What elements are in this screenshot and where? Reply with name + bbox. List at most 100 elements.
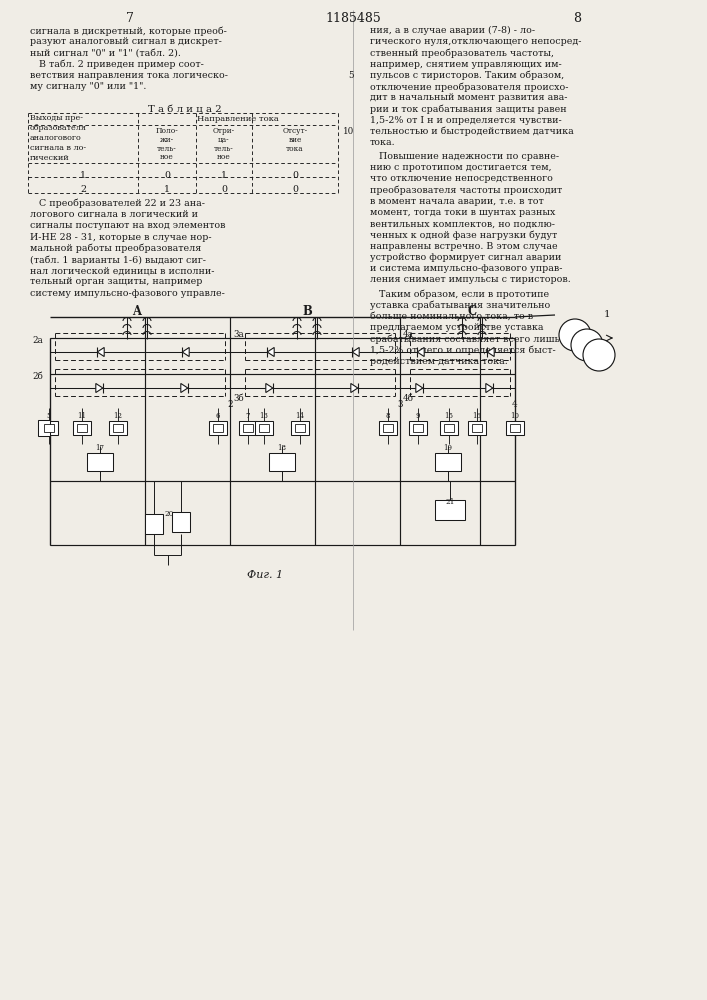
Bar <box>506 421 524 435</box>
Bar <box>255 421 273 435</box>
Polygon shape <box>416 383 423 393</box>
Text: 13: 13 <box>259 412 269 420</box>
Text: мальной работы преобразователя: мальной работы преобразователя <box>30 244 201 253</box>
Text: 5: 5 <box>349 71 354 80</box>
Text: 4: 4 <box>512 400 518 409</box>
Polygon shape <box>267 347 274 357</box>
Text: ное: ное <box>160 153 174 161</box>
Text: 14: 14 <box>296 412 305 420</box>
Polygon shape <box>96 383 103 393</box>
Text: ветствия направления тока логическо-: ветствия направления тока логическо- <box>30 71 228 80</box>
Bar <box>383 424 393 432</box>
Bar <box>440 421 458 435</box>
Bar <box>77 424 87 432</box>
Text: ственный преобразователь частоты,: ственный преобразователь частоты, <box>370 48 554 58</box>
Text: 15: 15 <box>445 412 453 420</box>
Text: Выходы пре-: Выходы пре- <box>30 114 83 122</box>
Text: му сигналу "0" или "1".: му сигналу "0" или "1". <box>30 82 146 91</box>
Bar <box>243 424 253 432</box>
Bar <box>413 424 423 432</box>
Text: сигнала в дискретный, которые преоб-: сигнала в дискретный, которые преоб- <box>30 26 227 35</box>
Text: устройство формирует сигнал аварии: устройство формирует сигнал аварии <box>370 253 561 262</box>
Text: нал логической единицы в исполни-: нал логической единицы в исполни- <box>30 266 214 275</box>
Polygon shape <box>417 347 424 357</box>
Text: 2б: 2б <box>32 372 43 381</box>
Text: ца-: ца- <box>218 136 230 144</box>
Text: Направление тока: Направление тока <box>197 115 279 123</box>
Text: Отри-: Отри- <box>213 127 235 135</box>
Text: направлены встречно. В этом случае: направлены встречно. В этом случае <box>370 242 558 251</box>
Bar <box>109 421 127 435</box>
Text: Таким образом, если в прототипе: Таким образом, если в прототипе <box>370 289 549 299</box>
Text: 1,5-2% от I н и определяется чувстви-: 1,5-2% от I н и определяется чувстви- <box>370 116 562 125</box>
Text: тока.: тока. <box>370 138 396 147</box>
Text: систему импульсно-фазового управле-: систему импульсно-фазового управле- <box>30 289 225 298</box>
Text: отключение преобразователя происхо-: отключение преобразователя происхо- <box>370 82 568 92</box>
Bar <box>209 421 227 435</box>
Text: Повышение надежности по сравне-: Повышение надежности по сравне- <box>370 152 559 161</box>
Text: сигналы поступают на вход элементов: сигналы поступают на вход элементов <box>30 221 226 230</box>
Text: 19: 19 <box>443 444 452 452</box>
Bar <box>239 421 257 435</box>
Text: 0: 0 <box>292 185 298 194</box>
Bar <box>472 424 482 432</box>
Text: 18: 18 <box>278 444 286 452</box>
Text: 8: 8 <box>573 12 581 25</box>
Text: ченных к одной фазе нагрузки будут: ченных к одной фазе нагрузки будут <box>370 230 557 240</box>
Circle shape <box>559 319 591 351</box>
Text: Поло-: Поло- <box>156 127 178 135</box>
Text: рии и ток срабатывания защиты равен: рии и ток срабатывания защиты равен <box>370 104 566 114</box>
Text: срабатывания составляет всего лишь: срабатывания составляет всего лишь <box>370 334 560 344</box>
Bar <box>73 421 91 435</box>
Text: 1185485: 1185485 <box>325 12 381 25</box>
Text: пульсов с тиристоров. Таким образом,: пульсов с тиристоров. Таким образом, <box>370 71 564 80</box>
Text: вие: вие <box>288 136 302 144</box>
Text: преобразователя частоты происходит: преобразователя частоты происходит <box>370 186 562 195</box>
Text: вентильных комплектов, но подклю-: вентильных комплектов, но подклю- <box>370 219 555 228</box>
Bar <box>468 421 486 435</box>
Text: 20: 20 <box>165 510 174 518</box>
Bar <box>113 424 123 432</box>
Text: C: C <box>467 305 477 318</box>
Text: и система импульсно-фазового управ-: и система импульсно-фазового управ- <box>370 264 563 273</box>
Text: тельный орган защиты, например: тельный орган защиты, например <box>30 277 202 286</box>
Circle shape <box>571 329 603 361</box>
Bar <box>291 421 309 435</box>
Text: дит в начальный момент развития ава-: дит в начальный момент развития ава- <box>370 93 568 102</box>
Text: тока: тока <box>286 145 304 153</box>
Bar <box>379 421 397 435</box>
Text: 16: 16 <box>472 412 481 420</box>
Bar <box>44 424 54 432</box>
Text: разуют аналоговый сигнал в дискрет-: разуют аналоговый сигнал в дискрет- <box>30 37 222 46</box>
Text: 3а: 3а <box>233 330 244 339</box>
Polygon shape <box>486 383 493 393</box>
Text: B: B <box>302 305 312 318</box>
Text: образователя: образователя <box>30 124 87 132</box>
Text: что отключение непосредственного: что отключение непосредственного <box>370 174 553 183</box>
Bar <box>38 420 50 436</box>
Bar <box>40 421 58 435</box>
Text: тель-: тель- <box>214 145 234 153</box>
Text: гический: гический <box>30 154 70 162</box>
Text: предлагаемом устройстве уставка: предлагаемом устройстве уставка <box>370 323 544 332</box>
Polygon shape <box>351 383 358 393</box>
Text: 3б: 3б <box>233 394 244 403</box>
Text: 12: 12 <box>114 412 122 420</box>
Text: 4а: 4а <box>403 330 414 339</box>
Text: В табл. 2 приведен пример соот-: В табл. 2 приведен пример соот- <box>30 60 204 69</box>
Text: 1: 1 <box>221 171 227 180</box>
Text: 2: 2 <box>227 400 233 409</box>
Text: (табл. 1 варианты 1-6) выдают сиг-: (табл. 1 варианты 1-6) выдают сиг- <box>30 255 206 265</box>
Text: например, снятием управляющих им-: например, снятием управляющих им- <box>370 60 562 69</box>
Text: ный сигнал "0" и "1" (табл. 2).: ный сигнал "0" и "1" (табл. 2). <box>30 48 181 57</box>
Text: гического нуля,отключающего непосред-: гического нуля,отключающего непосред- <box>370 37 581 46</box>
Text: 2: 2 <box>80 185 86 194</box>
Text: 0: 0 <box>221 185 227 194</box>
Text: больше номинального тока, то в: больше номинального тока, то в <box>370 312 533 321</box>
Text: 5: 5 <box>47 412 51 420</box>
Bar <box>435 453 461 471</box>
Text: 10: 10 <box>343 127 354 136</box>
Text: 7: 7 <box>246 412 250 420</box>
Text: Отсут-: Отсут- <box>282 127 308 135</box>
Text: 21: 21 <box>445 498 455 506</box>
